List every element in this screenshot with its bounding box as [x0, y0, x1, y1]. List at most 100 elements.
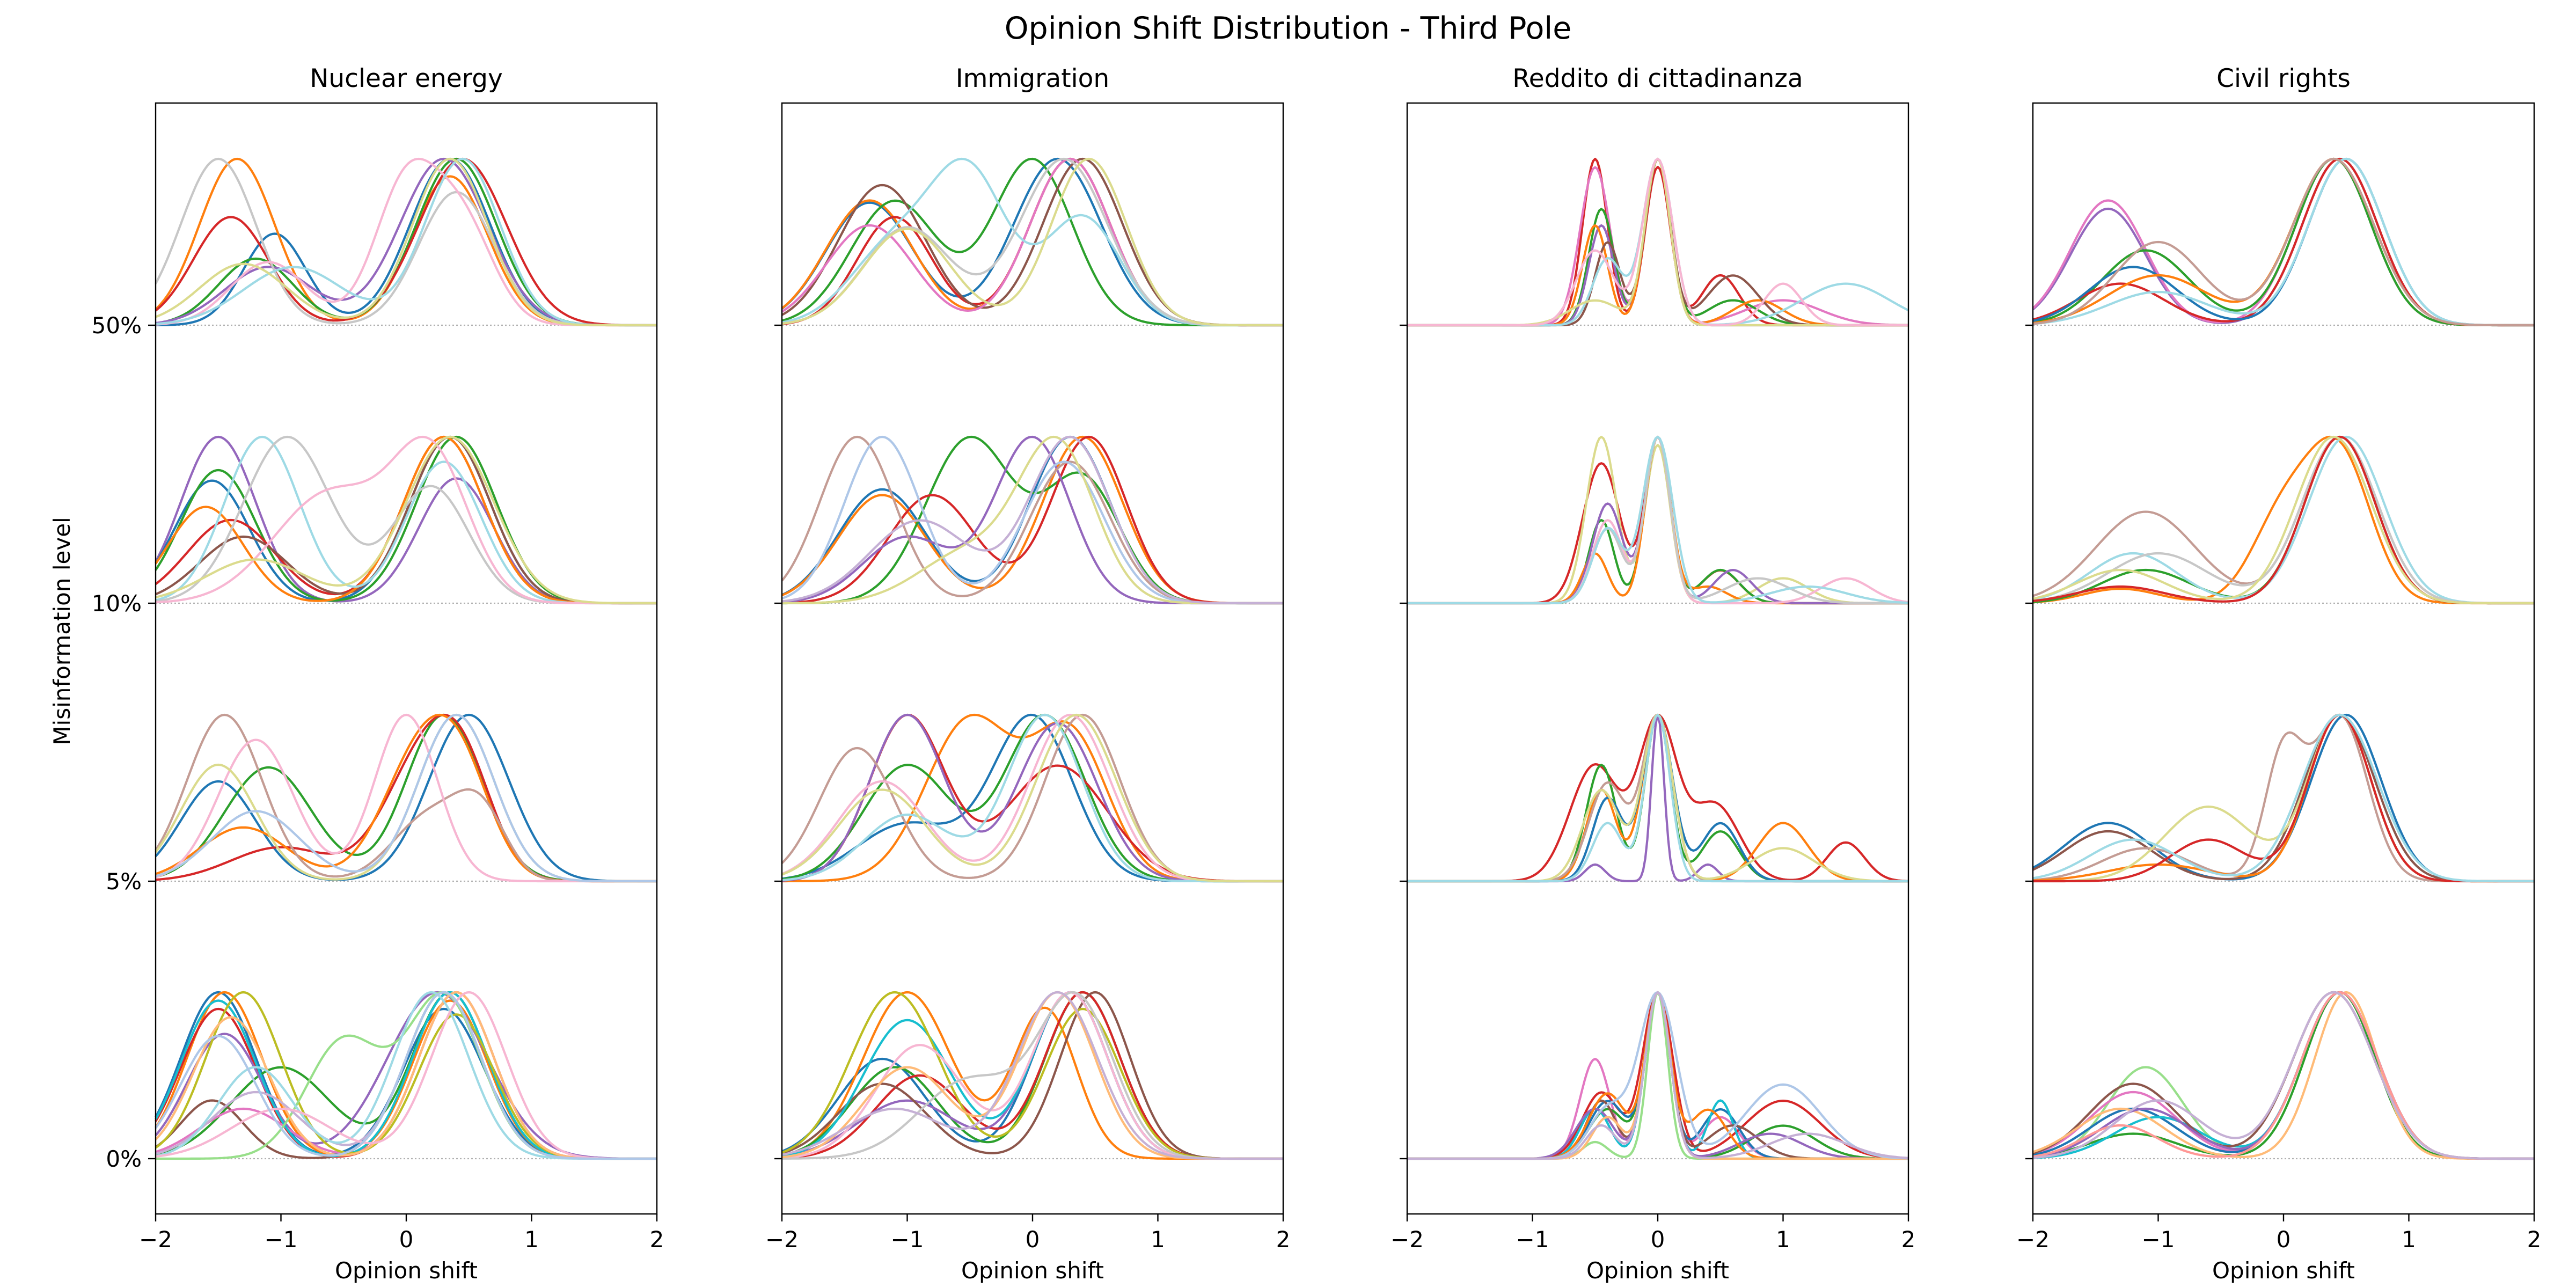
density-line	[155, 991, 657, 1160]
density-line	[155, 713, 657, 883]
density-line	[2032, 713, 2534, 883]
density-line	[2032, 435, 2534, 605]
ridge-0%	[1407, 991, 1909, 1160]
panel-1: 0% 5% 10% 50% −2 −1 0 1 2 Nuclear energy Opinion s…	[92, 64, 664, 1284]
density-line	[1407, 435, 1908, 605]
density-line	[155, 435, 657, 605]
density-line	[781, 157, 1283, 327]
density-line	[2032, 991, 2534, 1160]
density-line	[2032, 157, 2534, 327]
density-line	[155, 435, 657, 605]
y-tick-label: 50%	[92, 312, 142, 339]
density-line	[781, 713, 1283, 883]
density-line	[2032, 991, 2534, 1160]
density-line	[1407, 713, 1908, 883]
x-tick-label: 0	[2277, 1226, 2291, 1253]
x-tick-label: 0	[1651, 1226, 1665, 1253]
y-axis-label: Misinformation level	[49, 517, 75, 745]
density-line	[1407, 435, 1908, 605]
panels: 0% 5% 10% 50% −2 −1 0 1 2 Nuclear energy Opinion s…	[92, 64, 2542, 1284]
panel-2: −2 −1 0 1 2 Immigration Opinion shift	[765, 64, 1290, 1284]
x-tick-label: −1	[1516, 1226, 1549, 1253]
density-line	[155, 713, 657, 883]
density-line	[155, 713, 657, 883]
density-line	[2033, 713, 2534, 883]
density-line	[1407, 157, 1909, 327]
ridge-50%	[781, 157, 1283, 327]
density-line	[2032, 991, 2534, 1160]
density-line	[155, 713, 657, 883]
density-line	[155, 713, 657, 883]
x-tick-label: −2	[765, 1226, 799, 1253]
density-line	[155, 157, 657, 327]
density-line	[781, 157, 1283, 327]
density-line	[1407, 713, 1909, 883]
x-tick-label: −1	[2142, 1226, 2175, 1253]
density-line	[781, 435, 1283, 605]
density-line	[2032, 991, 2534, 1160]
y-tick-label: 0%	[106, 1146, 142, 1172]
ridge-10%	[155, 435, 657, 605]
x-tick-label: −2	[1391, 1226, 1424, 1253]
density-line	[2032, 435, 2534, 605]
ridge-0%	[2032, 991, 2534, 1160]
ridge-10%	[1407, 435, 1909, 605]
density-line	[2032, 157, 2534, 327]
density-line	[1407, 157, 1908, 327]
x-axis-label: Opinion shift	[1586, 1257, 1729, 1284]
ridge-0%	[781, 991, 1283, 1160]
panel-title: Immigration	[956, 64, 1109, 93]
density-line	[1407, 157, 1908, 327]
ridge-0%	[155, 991, 657, 1160]
x-axis-label: Opinion shift	[961, 1257, 1104, 1284]
density-line	[1407, 991, 1909, 1160]
density-line	[1407, 435, 1908, 605]
density-line	[1407, 991, 1909, 1160]
density-line	[1407, 713, 1908, 883]
density-line	[2032, 713, 2534, 883]
x-axis-label: Opinion shift	[2212, 1257, 2355, 1284]
density-line	[2032, 991, 2534, 1160]
density-line	[2032, 991, 2534, 1160]
ridge-50%	[1407, 157, 1909, 327]
y-tick-label: 10%	[92, 590, 142, 617]
x-tick-label: 1	[524, 1226, 539, 1253]
x-tick-label: 0	[399, 1226, 414, 1253]
x-tick-label: −2	[139, 1226, 172, 1253]
density-line	[1407, 713, 1908, 883]
density-line	[2032, 713, 2534, 883]
density-line	[155, 713, 657, 883]
x-tick-label: −1	[891, 1226, 924, 1253]
density-line	[2032, 435, 2534, 605]
density-line	[2032, 157, 2534, 327]
density-line	[1407, 713, 1908, 883]
panel-title: Reddito di cittadinanza	[1512, 64, 1803, 93]
density-line	[781, 991, 1283, 1160]
x-tick-label: 2	[1901, 1226, 1916, 1253]
panel-title: Nuclear energy	[310, 64, 503, 93]
density-line	[1407, 157, 1908, 327]
x-tick-label: −2	[2016, 1226, 2050, 1253]
x-tick-label: 1	[2402, 1226, 2416, 1253]
density-line	[1407, 435, 1908, 605]
density-line	[2032, 991, 2534, 1160]
x-tick-label: 0	[1026, 1226, 1040, 1253]
density-line	[2032, 157, 2534, 327]
density-line	[2032, 157, 2534, 327]
density-line	[2032, 157, 2534, 327]
density-line	[1407, 157, 1908, 327]
ridge-10%	[2032, 435, 2534, 605]
density-line	[1407, 713, 1908, 883]
density-line	[2032, 435, 2534, 605]
density-line	[2032, 157, 2534, 327]
ridge-5%	[781, 713, 1283, 883]
density-line	[155, 991, 657, 1160]
density-line	[781, 713, 1283, 883]
x-axis-label: Opinion shift	[335, 1257, 478, 1284]
density-line	[2032, 713, 2534, 883]
ridge-10%	[781, 435, 1283, 605]
density-line	[1407, 435, 1909, 605]
density-line	[1407, 157, 1908, 327]
density-line	[155, 157, 657, 327]
